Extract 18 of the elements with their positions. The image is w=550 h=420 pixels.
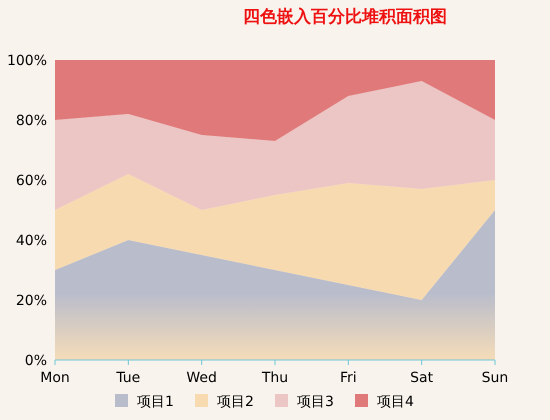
x-tick-label: Thu [260,370,288,386]
x-tick-label: Tue [115,370,140,386]
y-tick-label: 0% [24,353,47,369]
x-tick-label: Mon [40,370,70,386]
legend-label: 项目1 [137,394,174,410]
y-tick-label: 100% [6,53,47,69]
legend-label: 项目3 [297,394,334,410]
y-tick-label: 40% [16,233,47,249]
x-tick-label: Fri [340,370,357,386]
y-tick-label: 20% [16,293,47,309]
x-tick-label: Wed [186,370,217,386]
chart-title: 四色嵌入百分比堆积面积图 [243,7,447,27]
legend-label: 项目2 [217,394,254,410]
x-tick-label: Sat [410,370,434,386]
y-tick-label: 80% [16,113,47,129]
legend-label: 项目4 [377,394,414,410]
x-tick-label: Sun [482,370,508,386]
y-tick-label: 60% [16,173,47,189]
